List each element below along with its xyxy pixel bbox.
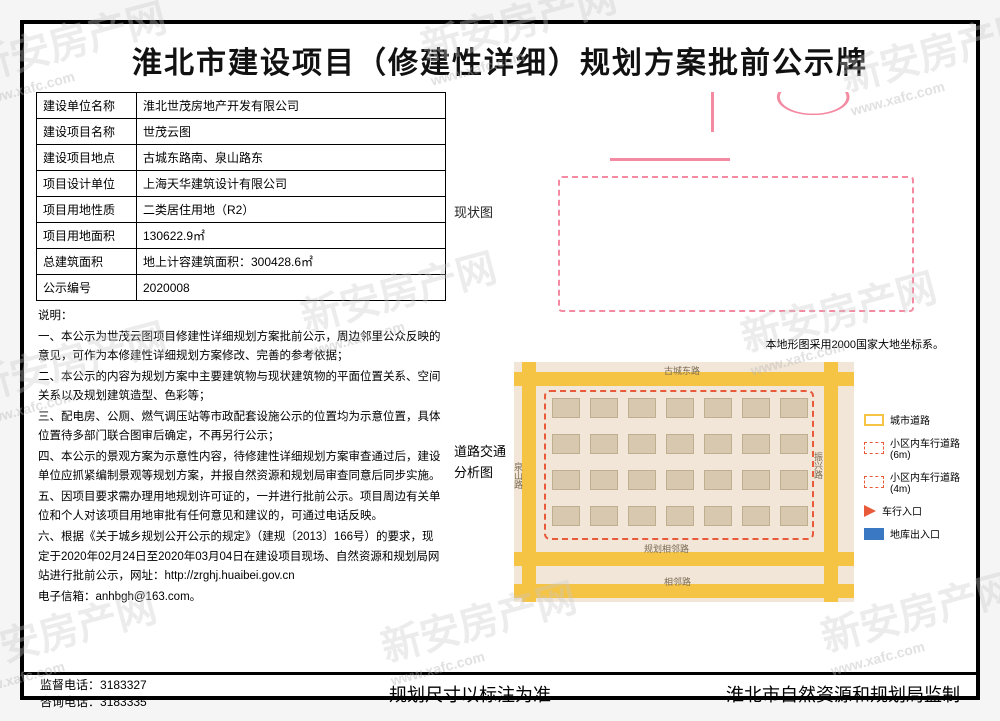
building <box>704 506 732 526</box>
building <box>742 506 770 526</box>
building <box>552 434 580 454</box>
building <box>590 506 618 526</box>
building <box>742 398 770 418</box>
info-label: 建设项目地点 <box>37 145 137 171</box>
info-label: 总建筑面积 <box>37 249 137 275</box>
building <box>780 434 808 454</box>
legend-text: 地库出入口 <box>890 526 940 541</box>
building <box>590 470 618 490</box>
map2-block: 道路交通 分析图 古城东路 泉山路 振兴路 规划相邻路 相邻路 <box>454 362 964 602</box>
map2-label-b: 分析图 <box>454 463 514 484</box>
traffic-analysis-map: 古城东路 泉山路 振兴路 规划相邻路 相邻路 <box>514 362 854 602</box>
building <box>552 398 580 418</box>
legend-text: 小区内车行道路(6m) <box>890 435 964 461</box>
info-value: 二类居住用地（R2） <box>137 197 446 223</box>
consult-phone-label: 咨询电话： <box>40 695 100 709</box>
road-label-left: 泉山路 <box>514 462 525 489</box>
footer-phones: 监督电话：3183327 咨询电话：3183335 <box>40 677 290 711</box>
building <box>628 398 656 418</box>
building <box>704 398 732 418</box>
building <box>628 506 656 526</box>
building <box>742 434 770 454</box>
legend-text: 小区内车行道路(4m) <box>890 469 964 495</box>
desc-para: 电子信箱：anhbgh@163.com。 <box>38 588 444 608</box>
building <box>666 506 694 526</box>
info-label: 建设单位名称 <box>37 93 137 119</box>
building <box>666 434 694 454</box>
building <box>590 434 618 454</box>
building <box>666 470 694 490</box>
desc-para: 六、根据《关于城乡规划公开公示的规定》（建规〔2013〕166号）的要求，现定于… <box>38 528 444 587</box>
building <box>780 398 808 418</box>
building <box>552 506 580 526</box>
desc-para: 四、本公示的景观方案为示意性内容，待修建性详细规划方案审查通过后，建设单位应抓紧… <box>38 448 444 487</box>
legend-text: 城市道路 <box>890 412 930 427</box>
description-block: 说明： 一、本公示为世茂云图项目修建性详细规划方案批前公示，周边邻里公众反映的意… <box>36 301 446 672</box>
desc-heading: 说明： <box>38 307 444 327</box>
legend-swatch <box>864 414 884 426</box>
info-label: 项目用地性质 <box>37 197 137 223</box>
info-label: 建设项目名称 <box>37 119 137 145</box>
desc-para: 一、本公示为世茂云图项目修建性详细规划方案批前公示，周边邻里公众反映的意见，可作… <box>38 328 444 367</box>
info-value: 2020008 <box>137 275 446 301</box>
legend-row: 小区内车行道路(6m) <box>864 435 964 461</box>
info-table: 建设单位名称淮北世茂房地产开发有限公司建设项目名称世茂云图建设项目地点古城东路南… <box>36 92 446 301</box>
legend-row: 城市道路 <box>864 412 964 427</box>
info-label: 项目设计单位 <box>37 171 137 197</box>
desc-para: 五、因项目要求需办理用地规划许可证的，一并进行批前公示。项目周边有关单位和个人对… <box>38 488 444 527</box>
building <box>742 470 770 490</box>
map1-note: 本地形图采用2000国家大地坐标系。 <box>454 336 964 352</box>
legend: 城市道路小区内车行道路(6m) 小区内车行道路(4m) 车行入口地库出入口 <box>854 362 964 602</box>
supervise-phone-label: 监督电话： <box>40 678 100 692</box>
legend-swatch <box>864 442 884 454</box>
legend-row: 地库出入口 <box>864 526 964 541</box>
info-label: 项目用地面积 <box>37 223 137 249</box>
legend-text: 车行入口 <box>882 503 922 518</box>
building <box>780 506 808 526</box>
road-label-right: 振兴路 <box>812 452 825 479</box>
desc-para: 三、配电房、公厕、燃气调压站等市政配套设施公示的位置均为示意位置，具体位置待多部… <box>38 408 444 447</box>
building <box>628 470 656 490</box>
left-column: 建设单位名称淮北世茂房地产开发有限公司建设项目名称世茂云图建设项目地点古城东路南… <box>36 92 446 672</box>
info-value: 地上计容建筑面积：300428.6㎡ <box>137 249 446 275</box>
building <box>780 470 808 490</box>
info-value: 上海天华建筑设计有限公司 <box>137 171 446 197</box>
info-value: 130622.9㎡ <box>137 223 446 249</box>
building <box>704 470 732 490</box>
info-value: 古城东路南、泉山路东 <box>137 145 446 171</box>
building <box>552 470 580 490</box>
footer: 监督电话：3183327 咨询电话：3183335 规划尺寸以标注为准 淮北市自… <box>24 672 976 712</box>
info-value: 世茂云图 <box>137 119 446 145</box>
building <box>590 398 618 418</box>
consult-phone: 3183335 <box>100 695 147 709</box>
building <box>704 434 732 454</box>
map2-label-a: 道路交通 <box>454 442 514 463</box>
building <box>628 434 656 454</box>
right-column: 现状图 本地形图采用2000国家大地坐标系。 道路交通 分析图 <box>446 92 964 672</box>
info-value: 淮北世茂房地产开发有限公司 <box>137 93 446 119</box>
notice-title: 淮北市建设项目（修建性详细）规划方案批前公示牌 <box>24 24 976 92</box>
legend-swatch <box>864 505 876 517</box>
road-label-inner: 规划相邻路 <box>644 542 689 555</box>
road-label-bottom: 相邻路 <box>664 575 691 588</box>
map2-label: 道路交通 分析图 <box>454 362 514 602</box>
supervise-phone: 3183327 <box>100 678 147 692</box>
building <box>666 398 694 418</box>
legend-row: 小区内车行道路(4m) <box>864 469 964 495</box>
legend-swatch <box>864 476 884 488</box>
footer-mid: 规划尺寸以标注为准 <box>290 681 650 707</box>
road-right <box>824 362 838 602</box>
notice-card: 淮北市建设项目（修建性详细）规划方案批前公示牌 建设单位名称淮北世茂房地产开发有… <box>20 20 980 700</box>
footer-right: 淮北市自然资源和规划局监制 <box>650 681 960 707</box>
site-condition-map <box>514 92 954 332</box>
road-label-top: 古城东路 <box>664 364 700 377</box>
legend-row: 车行入口 <box>864 503 964 518</box>
legend-swatch <box>864 528 884 540</box>
info-label: 公示编号 <box>37 275 137 301</box>
desc-para: 二、本公示的内容为规划方案中主要建筑物与现状建筑物的平面位置关系、空间关系以及规… <box>38 368 444 407</box>
content-area: 建设单位名称淮北世茂房地产开发有限公司建设项目名称世茂云图建设项目地点古城东路南… <box>24 92 976 672</box>
map1-block: 现状图 本地形图采用2000国家大地坐标系。 <box>454 92 964 352</box>
map1-label: 现状图 <box>454 202 493 221</box>
